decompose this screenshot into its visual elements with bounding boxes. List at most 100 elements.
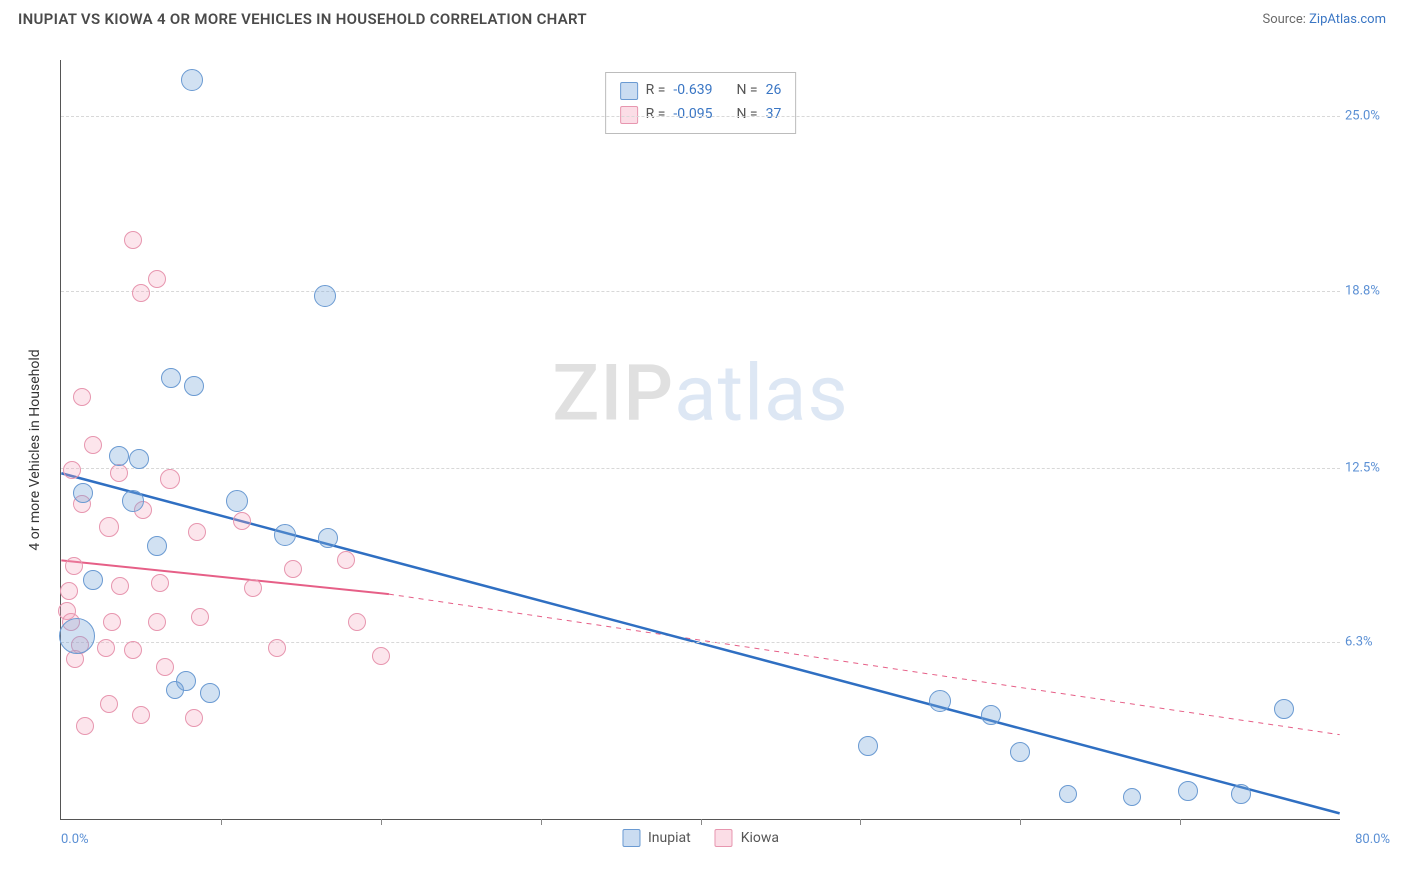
scatter-point-pink	[110, 464, 128, 482]
scatter-point-pink	[99, 517, 119, 537]
legend-swatch-pink	[620, 106, 638, 124]
scatter-point-blue	[161, 368, 181, 388]
watermark-atlas: atlas	[674, 348, 849, 439]
scatter-point-blue	[122, 490, 144, 512]
scatter-point-blue	[1059, 785, 1077, 803]
gridline-h	[61, 291, 1340, 292]
r-label: R =	[646, 79, 666, 103]
x-axis-min-label: 0.0%	[61, 832, 89, 847]
y-tick-label: 18.8%	[1345, 283, 1400, 298]
scatter-point-pink	[63, 461, 81, 479]
swatch-pink-icon	[715, 829, 733, 847]
scatter-point-pink	[148, 613, 166, 631]
source-attribution: Source: ZipAtlas.com	[1262, 12, 1386, 27]
watermark-zip: ZIP	[552, 348, 674, 439]
scatter-point-blue	[858, 736, 878, 756]
scatter-point-pink	[148, 270, 166, 288]
chart-header: INUPIAT VS KIOWA 4 OR MORE VEHICLES IN H…	[0, 0, 1406, 38]
scatter-point-pink	[151, 574, 169, 592]
scatter-point-blue	[274, 524, 296, 546]
x-tick	[541, 819, 542, 825]
scatter-point-blue	[1123, 788, 1141, 806]
scatter-point-pink	[97, 639, 115, 657]
trend-lines	[61, 60, 1340, 819]
scatter-point-blue	[1178, 781, 1198, 801]
scatter-point-blue	[181, 69, 203, 91]
scatter-point-pink	[76, 717, 94, 735]
x-axis-max-label: 80.0%	[1355, 832, 1390, 847]
scatter-point-pink	[111, 577, 129, 595]
y-tick-label: 6.3%	[1345, 634, 1400, 649]
scatter-point-blue	[73, 483, 93, 503]
scatter-point-blue	[1231, 784, 1251, 804]
scatter-point-blue	[184, 376, 204, 396]
scatter-point-blue	[318, 528, 338, 548]
scatter-point-blue	[147, 536, 167, 556]
scatter-point-blue	[83, 570, 103, 590]
scatter-point-blue	[981, 705, 1001, 725]
scatter-point-pink	[372, 647, 390, 665]
scatter-point-blue	[1010, 742, 1030, 762]
scatter-point-pink	[124, 231, 142, 249]
y-axis-label: 4 or more Vehicles in Household	[27, 349, 43, 550]
scatter-point-blue	[929, 690, 951, 712]
r-value: -0.639	[673, 79, 712, 103]
x-tick	[701, 819, 702, 825]
y-tick-label: 25.0%	[1345, 109, 1400, 124]
scatter-point-pink	[268, 639, 286, 657]
gridline-h	[61, 468, 1340, 469]
scatter-point-pink	[103, 613, 121, 631]
scatter-point-pink	[132, 284, 150, 302]
scatter-point-pink	[348, 613, 366, 631]
series-legend-kiowa: Kiowa	[715, 829, 779, 847]
scatter-point-pink	[337, 551, 355, 569]
gridline-h	[61, 116, 1340, 117]
y-tick-label: 12.5%	[1345, 460, 1400, 475]
scatter-point-pink	[191, 608, 209, 626]
x-tick	[221, 819, 222, 825]
scatter-point-blue	[1274, 699, 1294, 719]
scatter-point-pink	[124, 641, 142, 659]
n-value: 37	[766, 103, 782, 127]
chart-area: 4 or more Vehicles in Household ZIPatlas…	[50, 50, 1370, 850]
r-value: -0.095	[673, 103, 712, 127]
legend-swatch-blue	[620, 82, 638, 100]
scatter-point-pink	[233, 512, 251, 530]
chart-title: INUPIAT VS KIOWA 4 OR MORE VEHICLES IN H…	[18, 10, 587, 28]
scatter-point-pink	[100, 695, 118, 713]
scatter-point-pink	[132, 706, 150, 724]
x-tick	[860, 819, 861, 825]
scatter-point-pink	[156, 658, 174, 676]
scatter-point-blue	[226, 490, 248, 512]
n-label: N =	[736, 103, 757, 127]
scatter-point-pink	[188, 523, 206, 541]
correlation-legend: R = -0.639 N = 26 R = -0.095 N = 37	[605, 72, 797, 134]
x-tick	[381, 819, 382, 825]
source-prefix: Source:	[1262, 12, 1309, 27]
series-label: Inupiat	[648, 830, 691, 846]
watermark: ZIPatlas	[552, 348, 849, 439]
gridline-h	[61, 642, 1340, 643]
scatter-point-pink	[84, 436, 102, 454]
scatter-point-blue	[314, 285, 336, 307]
scatter-point-pink	[284, 560, 302, 578]
swatch-blue-icon	[622, 829, 640, 847]
series-legend-inupiat: Inupiat	[622, 829, 691, 847]
scatter-point-blue	[200, 683, 220, 703]
scatter-point-pink	[73, 388, 91, 406]
scatter-point-pink	[60, 582, 78, 600]
scatter-point-pink	[185, 709, 203, 727]
legend-row-inupiat: R = -0.639 N = 26	[620, 79, 782, 103]
x-tick	[1180, 819, 1181, 825]
scatter-point-blue	[109, 446, 129, 466]
n-label: N =	[736, 79, 757, 103]
scatter-point-pink	[160, 469, 180, 489]
source-link[interactable]: ZipAtlas.com	[1309, 12, 1386, 27]
scatter-point-blue	[59, 618, 95, 654]
scatter-point-pink	[244, 579, 262, 597]
trendline	[61, 473, 1339, 813]
r-label: R =	[646, 103, 666, 127]
scatter-point-blue	[129, 449, 149, 469]
legend-row-kiowa: R = -0.095 N = 37	[620, 103, 782, 127]
trendline	[389, 594, 1340, 735]
